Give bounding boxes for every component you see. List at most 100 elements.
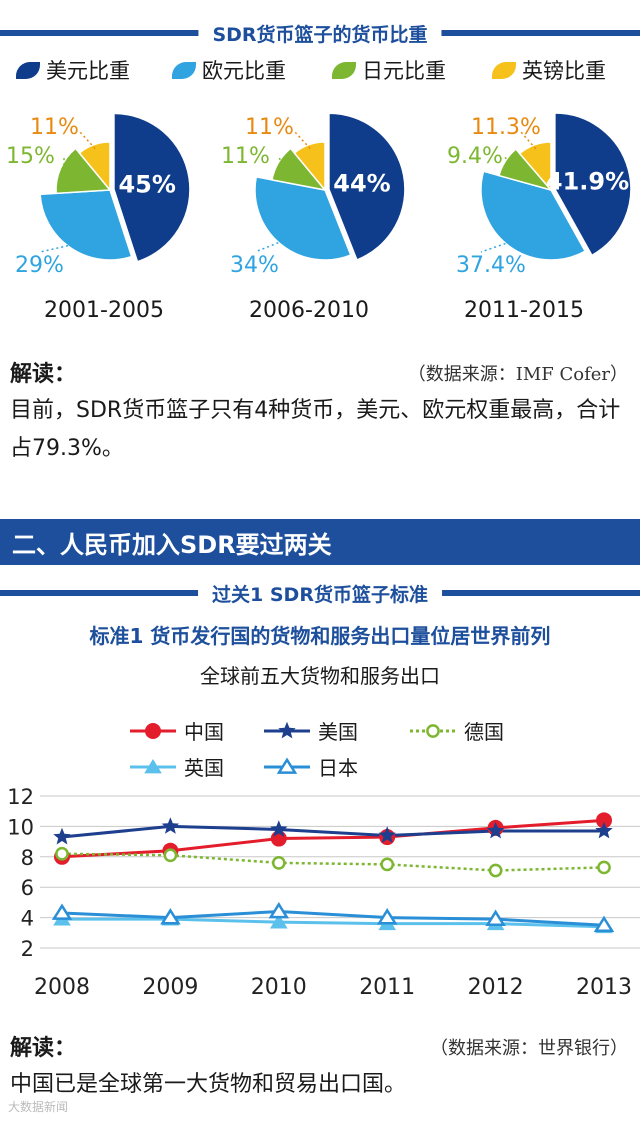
data-point-日本: [376, 908, 398, 925]
pie-1-label-eur: 29%: [15, 253, 64, 278]
data-point-德国: [55, 846, 69, 861]
standard-title: 标准1 货币发行国的货物和服务出口量位居世界前列: [89, 624, 551, 648]
star-icon: [264, 721, 310, 738]
pie-2-label-usd: 44%: [333, 170, 390, 198]
leaf-icon: [332, 61, 356, 79]
data-point-德国: [597, 860, 611, 875]
interpret1-heading: 解读：: [10, 362, 77, 387]
line-legend-item: 英国: [128, 752, 224, 781]
line-legend-label: 英国: [184, 756, 224, 780]
line-legend-item: 德国: [408, 716, 504, 745]
pie-3-leader-eur: [480, 241, 511, 253]
data-point-中国: [596, 812, 612, 829]
pie-1-label-jpy: 15%: [6, 144, 55, 169]
data-point-日本: [160, 908, 181, 925]
pie-2-label-eur: 34%: [230, 253, 279, 278]
open-triangle-icon: [264, 756, 310, 774]
series-line-美国: [61, 824, 604, 839]
data-point-美国: [270, 820, 288, 837]
pie-period-1: 2001-2005: [44, 298, 164, 323]
leaf-icon: [16, 61, 40, 79]
pie-period-3: 2011-2015: [464, 298, 584, 323]
open-circle-icon: [410, 723, 456, 738]
pie-charts: 45% 29% 15% 11% 44% 34% 11% 11% 41.9% 37.4% 9.4% 11…: [6, 112, 632, 278]
legend-usd: 美元比重: [16, 55, 130, 85]
y-tick-label: 2: [21, 937, 34, 961]
y-tick-label: 12: [7, 785, 34, 809]
interpret1-text: 目前，SDR货币篮子只有4种货币，美元、欧元权重最高，合计占79.3%。: [10, 398, 621, 461]
data-point-德国: [380, 857, 395, 872]
data-point-德国: [163, 848, 178, 863]
pie-2-slice-gbp: [293, 141, 326, 193]
data-point-美国: [53, 827, 71, 845]
y-tick-label: 6: [21, 876, 34, 900]
x-tick-label: 2012: [468, 975, 524, 1000]
pie-1-slice-eur: [39, 189, 133, 261]
series-line-英国: [62, 917, 605, 929]
data-point-日本: [51, 903, 73, 920]
line-legend-item: 美国: [262, 716, 358, 745]
line-legend-item: 日本: [262, 752, 358, 781]
interpret2-heading: 解读：: [10, 1036, 77, 1061]
pie-1-leader-gbp: [79, 131, 96, 150]
interpret2-text: 中国已是全球第一大货物和贸易出口国。: [10, 1072, 407, 1097]
x-tick-label: 2013: [576, 975, 632, 1000]
data-point-美国: [486, 821, 505, 839]
data-point-德国: [488, 863, 503, 878]
leaf-icon: [492, 61, 516, 79]
pie-3-label-usd: 41.9%: [546, 168, 629, 196]
pie-2-leader-eur: [254, 240, 284, 253]
section-title: 二、人民币加入SDR要过两关: [12, 530, 332, 559]
pie-1-slice-gbp: [78, 141, 111, 193]
pie-2-slice-usd: [328, 112, 406, 261]
leaf-icon: [172, 61, 196, 79]
legend-jpy: 日元比重: [332, 55, 446, 85]
interpret2-source: （数据来源：世界银行）: [430, 1038, 628, 1059]
line-legend-label: 日本: [318, 756, 358, 780]
series-line-中国: [61, 818, 605, 859]
sub-banner-title: 过关1 SDR货币篮子标准: [198, 578, 442, 608]
line-legend-item: 中国: [128, 716, 224, 745]
circle-icon: [130, 722, 176, 739]
line-chart: 2 4 6 8 10 12 2008 2009 2010 2011 2012 2013: [7, 785, 640, 1000]
pie-2-slice-eur: [254, 176, 352, 261]
line-legend-label: 美国: [318, 720, 358, 744]
pie-3-slice-gbp: [518, 141, 552, 193]
line-legend-label: 德国: [464, 720, 504, 744]
x-tick-label: 2010: [251, 975, 307, 1000]
line-legend-label: 中国: [184, 720, 224, 744]
legend-gbp: 英镑比重: [492, 55, 606, 85]
pie-3-label-eur: 37.4%: [456, 253, 526, 278]
pie-2-label-gbp: 11%: [245, 115, 294, 140]
y-tick-label: 4: [21, 907, 34, 931]
series-line-日本: [61, 910, 605, 927]
data-point-美国: [595, 821, 613, 839]
pie-3-slice-eur: [480, 170, 587, 261]
data-point-美国: [161, 817, 180, 834]
pie-3-leader-gbp: [520, 131, 537, 150]
pie-1-label-usd: 45%: [118, 171, 175, 199]
legend-eur-label: 欧元比重: [202, 59, 286, 83]
series-line-德国: [61, 852, 605, 872]
sub-banner: 过关1 SDR货币篮子标准: [0, 578, 640, 608]
top-banner: SDR货币篮子的货币比重: [0, 18, 640, 48]
legend-jpy-label: 日元比重: [362, 59, 446, 83]
y-tick-label: 8: [21, 846, 34, 870]
pie-2-leader-jpy: [278, 156, 283, 165]
top-banner-title: SDR货币篮子的货币比重: [198, 18, 442, 48]
pie-2-slice-jpy: [271, 147, 327, 192]
pie-2-leader-gbp: [294, 131, 311, 150]
line-chart-title: 全球前五大货物和服务出口: [200, 664, 440, 688]
data-point-英国: [270, 914, 288, 929]
pie-3-leader-jpy: [504, 156, 510, 164]
pie-3-label-gbp: 11.3%: [471, 115, 541, 140]
pie-1-slice-jpy: [55, 147, 112, 195]
legend-gbp-label: 英镑比重: [522, 59, 606, 83]
watermark: 大数据新闻: [8, 1100, 69, 1114]
pie-1-slice-usd: [113, 112, 191, 263]
triangle-icon: [130, 758, 176, 773]
pie-3-label-jpy: 9.4%: [447, 144, 503, 169]
pie-1-leader-eur: [39, 243, 74, 253]
x-tick-label: 2011: [359, 975, 415, 1000]
data-point-德国: [271, 856, 286, 870]
